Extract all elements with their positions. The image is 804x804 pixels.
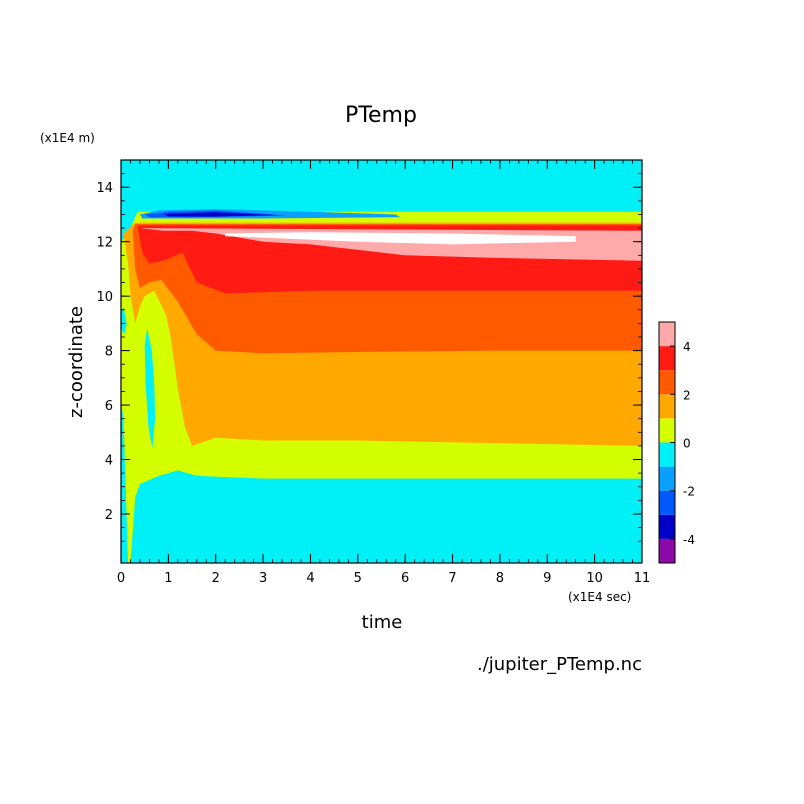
x-tick-label: 5 [354,571,362,586]
x-tick-label: 0 [117,571,125,586]
y-tick-label: 4 [105,454,113,469]
colorbar-segment [659,514,675,539]
colorbar-segment [659,418,675,443]
x-axis-label: time [362,612,403,633]
contour-fills [121,209,642,563]
y-axis-label: z-coordinate [66,306,87,418]
y-tick-label: 12 [96,236,113,251]
colorbar-segment [659,394,675,419]
x-tick-label: 2 [212,571,220,586]
y-tick-label: 2 [105,508,113,523]
y-tick-label: 10 [96,290,113,305]
x-axis-unit: (x1E4 sec) [568,590,631,604]
colorbar-segment [659,370,675,395]
colorbar-segment [659,322,675,347]
x-tick-label: 3 [259,571,267,586]
y-tick-label: 8 [105,345,113,360]
contour-band-above-5 [225,232,576,245]
contour-band-minus4-to-minus3 [163,212,278,217]
source-file-label: ./jupiter_PTemp.nc [477,654,642,675]
colorbar-segment [659,490,675,515]
colorbar-tick-label: 4 [683,340,691,354]
x-tick-label: 11 [634,571,651,586]
colorbar-tick-label: 2 [683,388,691,402]
colorbar-segment [659,442,675,467]
y-axis-unit: (x1E4 m) [40,131,95,145]
x-axis: 0 1 2 3 4 5 6 7 8 9 10 11 [117,160,650,586]
contour-pocket-cyan-edge [121,307,127,335]
colorbar-tick-label: 0 [683,437,691,451]
chart-title: PTemp [345,103,417,128]
x-tick-label: 7 [448,571,456,586]
x-tick-label: 4 [306,571,314,586]
x-tick-label: 6 [401,571,409,586]
colorbar-tick-label: -2 [683,485,695,499]
y-tick-label: 6 [105,399,113,414]
y-axis: 2 4 6 8 10 12 14 [96,159,642,542]
x-tick-label: 1 [164,571,172,586]
colorbar-tick-label: -4 [683,533,695,547]
colorbar-segment [659,346,675,371]
colorbar-segment [659,466,675,491]
contour-plot-area [120,159,643,564]
contour-pocket-cyan [144,328,156,449]
x-tick-label: 8 [496,571,504,586]
colorbar-segment [659,538,675,563]
x-tick-label: 9 [543,571,551,586]
x-tick-label: 10 [586,571,603,586]
plot-frame [120,159,643,564]
colorbar: -4 -2 0 2 4 [658,321,695,564]
y-tick-label: 14 [96,181,113,196]
